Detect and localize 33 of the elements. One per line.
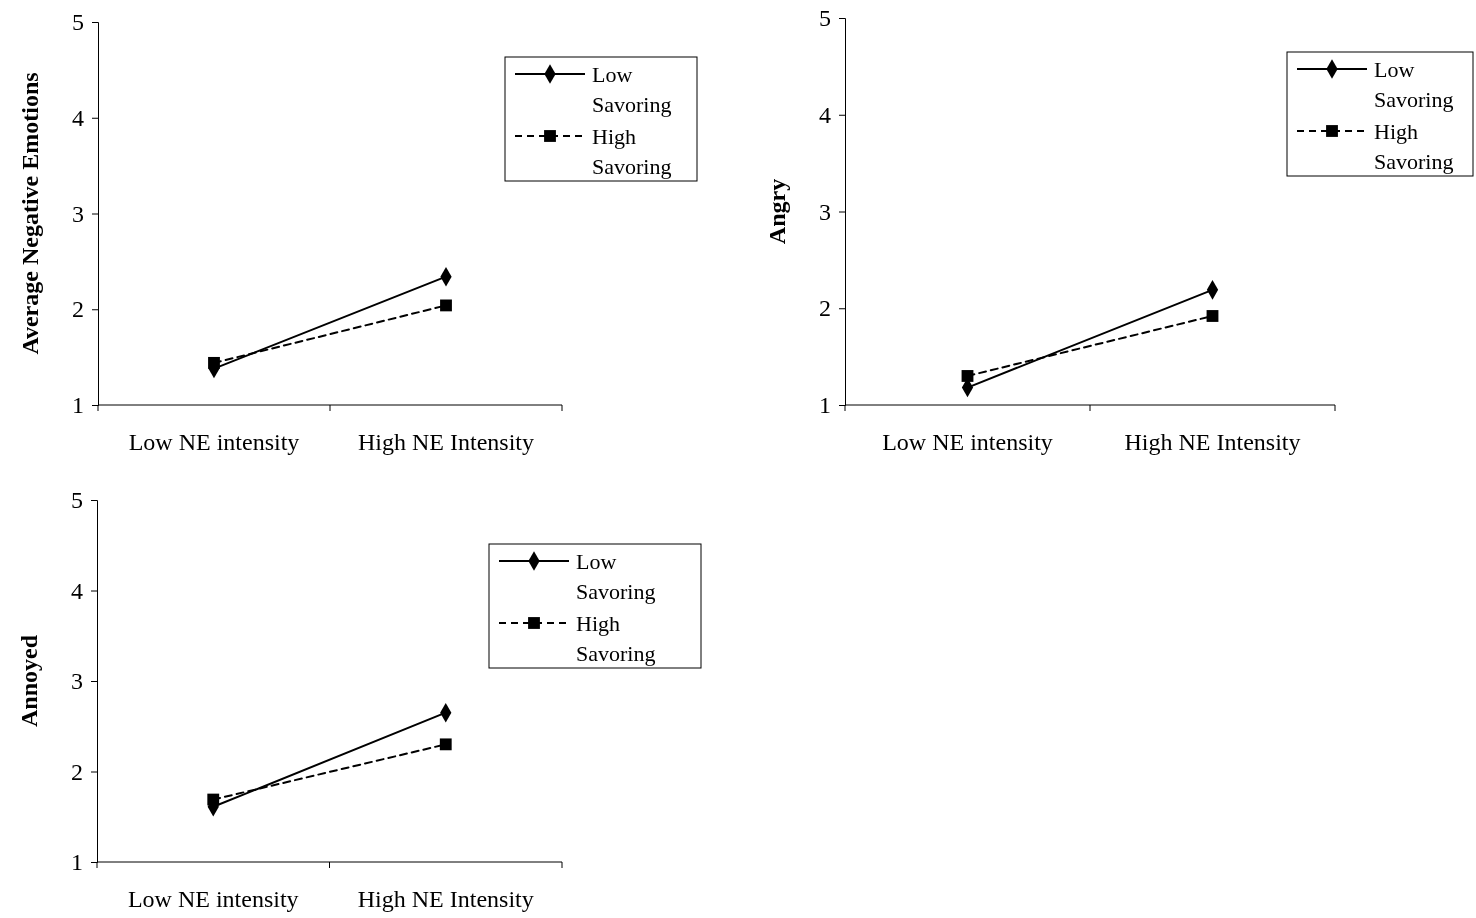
y-tick-label: 3 <box>72 200 84 227</box>
y-tick-label: 2 <box>819 295 831 322</box>
y-tick-label: 4 <box>819 101 831 128</box>
x-tick-label: Low NE intensity <box>128 429 300 456</box>
y-tick-label: 4 <box>71 577 83 604</box>
legend-label: Low Savoring <box>592 62 672 117</box>
point <box>439 738 452 751</box>
legend-label: Low Savoring <box>1374 57 1454 112</box>
legend-label: Low Savoring <box>576 549 656 604</box>
point <box>1206 310 1219 322</box>
y-axis-title: Angry <box>764 178 790 245</box>
y-tick-label: 5 <box>72 9 84 36</box>
x-tick-label: Low NE intensity <box>127 886 299 913</box>
y-tick-label: 3 <box>819 198 831 225</box>
y-tick-label: 2 <box>71 758 83 785</box>
x-tick-label: High NE Intensity <box>357 886 534 913</box>
y-tick-label: 5 <box>819 5 831 32</box>
legend-label: High Savoring <box>576 611 656 666</box>
x-tick-label: High NE Intensity <box>1124 429 1301 456</box>
y-tick-label: 1 <box>71 849 83 876</box>
x-tick-label: High NE Intensity <box>358 429 534 456</box>
legend-label: High Savoring <box>592 124 672 179</box>
y-tick-label: 1 <box>72 392 84 419</box>
y-tick-label: 3 <box>71 668 83 695</box>
point <box>440 299 452 312</box>
y-axis-title: Annoyed <box>16 634 42 728</box>
y-axis-title: Average Negative Emotions <box>17 72 43 355</box>
y-tick-label: 5 <box>71 487 83 514</box>
y-tick-label: 4 <box>72 104 84 131</box>
x-tick-label: Low NE intensity <box>882 429 1053 456</box>
legend-label: High Savoring <box>1374 119 1454 174</box>
y-tick-label: 1 <box>819 392 831 419</box>
y-tick-label: 2 <box>72 296 84 323</box>
